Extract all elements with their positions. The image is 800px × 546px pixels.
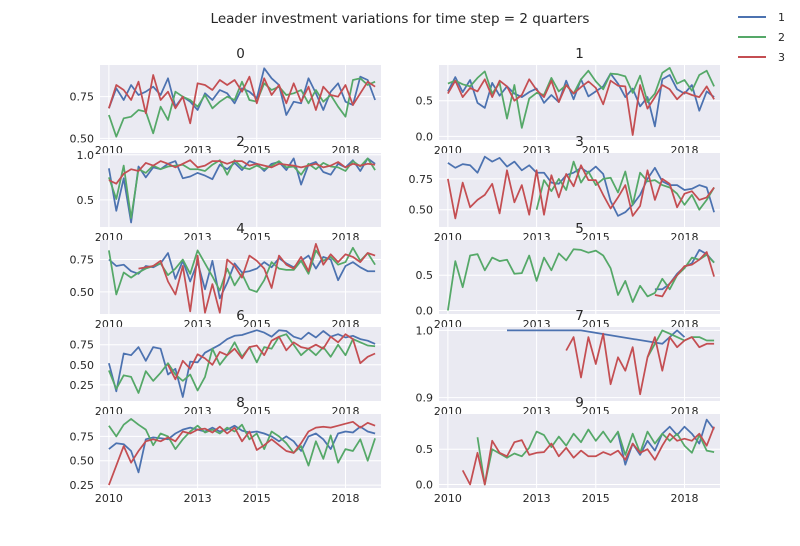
y-tick-label: 0.9	[416, 392, 434, 405]
series-line-2	[108, 333, 376, 394]
legend-item-1: 1	[738, 11, 785, 24]
subplot-title: 3	[575, 134, 584, 150]
subplot-title: 9	[575, 395, 584, 411]
series-line-2	[646, 329, 715, 358]
plot-area	[439, 240, 720, 314]
legend-item-3: 3	[738, 51, 785, 64]
x-tick-label: 2013	[184, 492, 212, 505]
y-tick-label: 1.0	[77, 149, 95, 162]
y-tick-label: 0.25	[70, 379, 95, 392]
series-line-3	[108, 159, 376, 185]
series-line-2	[476, 428, 715, 486]
series-line-3	[654, 251, 715, 298]
subplot-title: 8	[236, 395, 245, 411]
y-tick-label: 0.50	[409, 204, 434, 217]
plot-area	[100, 65, 381, 140]
y-tick-label: 0.50	[70, 359, 95, 372]
series-line-3	[565, 332, 715, 396]
y-tick-label: 0.5	[416, 95, 434, 108]
y-tick-label: 0.50	[70, 132, 95, 145]
subplot-title: 1	[575, 46, 584, 62]
x-tick-label: 2015	[582, 492, 610, 505]
subplot-title: 0	[236, 46, 245, 62]
plot-area	[439, 327, 720, 401]
series-line-3	[108, 74, 376, 125]
series-line-1	[108, 67, 376, 116]
legend: 1 2 3	[738, 11, 785, 64]
subplot-title: 2	[236, 134, 245, 150]
series-line-1	[108, 252, 376, 300]
series-line-3	[138, 243, 376, 314]
y-tick-label: 0.0	[416, 304, 434, 317]
plot-area	[100, 327, 381, 401]
subplot-title: 6	[236, 308, 245, 324]
y-tick-label: 0.50	[70, 455, 95, 468]
x-tick-label: 2010	[95, 492, 123, 505]
x-tick-label: 2018	[332, 492, 360, 505]
subplot-title: 7	[575, 308, 584, 324]
series-line-1	[507, 329, 686, 345]
series-line-2	[535, 160, 715, 211]
y-tick-label: 1.0	[416, 324, 434, 337]
series-line-1	[108, 157, 376, 224]
x-tick-label: 2018	[671, 492, 699, 505]
series-line-2	[108, 418, 376, 467]
x-tick-label: 2013	[523, 492, 551, 505]
series-line-3	[108, 420, 376, 486]
y-tick-label: 0.75	[70, 339, 95, 352]
series-line-3	[447, 78, 715, 136]
plot-area	[439, 65, 720, 140]
series-line-3	[447, 164, 715, 220]
y-tick-label: 0.75	[70, 91, 95, 104]
y-tick-label: 0.5	[416, 269, 434, 282]
y-tick-label: 0.5	[416, 443, 434, 456]
subplot-title: 4	[236, 221, 245, 237]
y-tick-label: 0.50	[70, 286, 95, 299]
series-line-3	[167, 333, 376, 381]
x-tick-label: 2010	[434, 492, 462, 505]
x-tick-label: 2015	[243, 492, 271, 505]
y-tick-label: 0.75	[70, 253, 95, 266]
y-tick-label: 0.0	[416, 478, 434, 491]
y-tick-label: 0.5	[77, 194, 95, 207]
legend-label: 3	[778, 51, 785, 64]
legend-item-2: 2	[738, 31, 785, 44]
figure-title: Leader investment variations for time st…	[211, 11, 590, 27]
y-tick-label: 0.0	[416, 130, 434, 143]
series-line-2	[447, 248, 715, 311]
y-tick-label: 0.75	[70, 430, 95, 443]
series-line-2	[447, 67, 715, 129]
subplot-title: 5	[575, 221, 584, 237]
series-line-3	[461, 426, 715, 486]
series-line-1	[108, 424, 376, 474]
legend-label: 1	[778, 11, 785, 24]
y-tick-label: 0.75	[409, 173, 434, 186]
subplot-9: 2010 2013 2015 2018 0.0 0.5 9	[416, 395, 720, 505]
y-tick-label: 0.25	[70, 479, 95, 492]
subplot-8: 2010 2013 2015 2018 0.25 0.50 0.75 8	[70, 395, 381, 505]
legend-label: 2	[778, 31, 785, 44]
